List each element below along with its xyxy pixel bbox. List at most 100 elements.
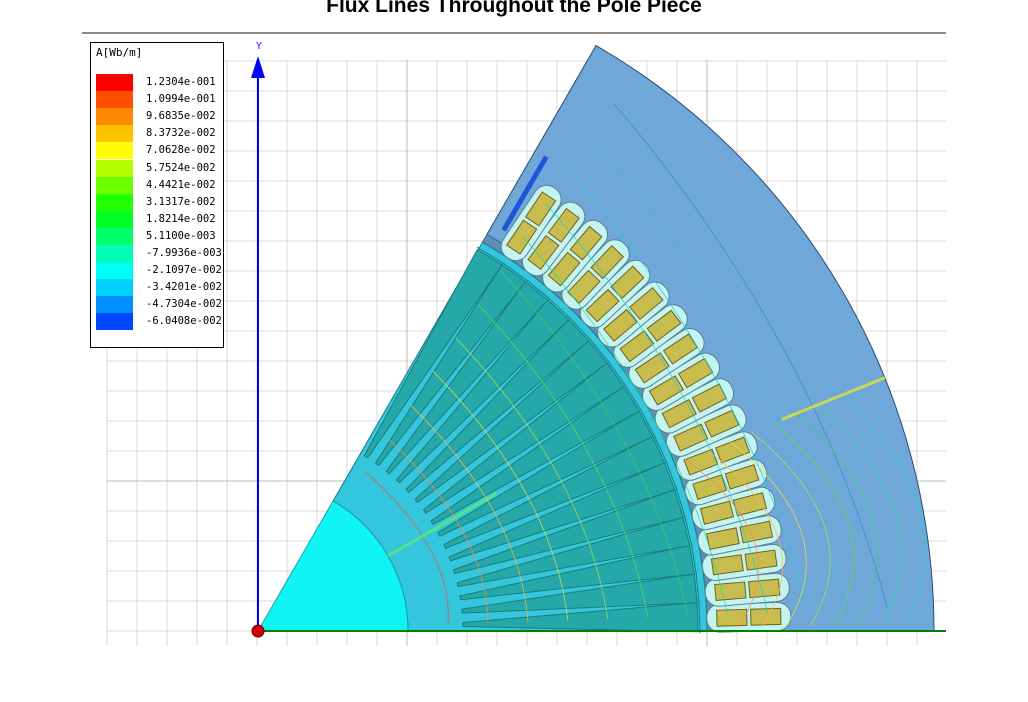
flux-line — [387, 438, 489, 623]
flux-line — [773, 422, 855, 627]
flux-line — [477, 304, 649, 618]
flux-line — [613, 103, 889, 610]
legend-swatch — [96, 125, 133, 143]
flux-line — [568, 170, 809, 612]
coil-conductor — [646, 309, 682, 342]
legend-swatch — [96, 108, 133, 126]
stator-slot — [613, 304, 688, 368]
rotor-slot-edge — [501, 261, 529, 282]
rotor-slot-edge — [698, 600, 701, 634]
coil-conductor — [716, 608, 748, 627]
legend-value-label: -4.7304e-002 — [146, 298, 222, 311]
rotor-slots — [363, 246, 701, 634]
rotor-slot-edge — [476, 246, 505, 265]
title-divider — [82, 32, 946, 34]
legend-value-label: -7.9936e-003 — [146, 247, 222, 259]
y-axis-label: Y — [256, 41, 263, 52]
legend-value-label: 8.3732e-002 — [146, 127, 216, 140]
legend-entry: 9.6835e-002 — [96, 108, 222, 126]
coil-conductor — [673, 423, 709, 452]
flux-line — [751, 431, 831, 627]
field-line-marker — [387, 492, 497, 558]
coil-conductor — [527, 235, 560, 270]
y-axis-arrow-icon — [251, 56, 265, 78]
rotor-slot-edge — [639, 408, 656, 438]
rotor-slot-edge — [588, 337, 610, 364]
stator-slot — [704, 572, 790, 607]
rotor-slot-edge — [607, 360, 627, 388]
flux-line — [432, 371, 569, 621]
flux-line — [523, 237, 729, 615]
rotor-slot-edge — [547, 296, 572, 320]
legend-value-label: -3.4201e-002 — [146, 281, 222, 294]
legend-value-label: -6.0408e-002 — [146, 315, 222, 328]
stator-slot — [706, 601, 792, 633]
legend-title: A[Wb/m] — [96, 46, 143, 59]
legend-swatch — [96, 279, 133, 297]
rotor-slot-edge — [653, 433, 668, 464]
flux-line — [684, 458, 760, 628]
coil-conductor — [547, 251, 581, 287]
legend-swatch — [96, 159, 133, 177]
coil-conductor — [744, 549, 778, 571]
legend-value-label: -2.1097e-002 — [146, 264, 222, 277]
stator-slot — [701, 543, 787, 582]
coil-conductor — [648, 375, 685, 406]
legend-panel[interactable]: A[Wb/m] 1.2304e-001 1.0994e-001 9.6835e-00… — [90, 42, 224, 348]
legend-entry: 5.7524e-002 — [96, 159, 222, 177]
coil-conductor — [699, 500, 735, 525]
legend-value-label: 1.8214e-002 — [146, 212, 216, 225]
coordinate-axes — [251, 56, 946, 638]
legend-entry: 8.3732e-002 — [96, 125, 222, 143]
stator-slots — [500, 184, 792, 633]
flux-line — [706, 449, 783, 627]
legend-value-label: 4.4421e-002 — [146, 178, 216, 191]
legend-entry: 7.0628e-002 — [96, 142, 222, 160]
stator-slot — [654, 378, 735, 434]
flux-line — [817, 404, 902, 626]
rotor-slot-edge — [624, 383, 643, 412]
rotor-slot-edge — [684, 515, 693, 547]
legend-swatch — [96, 74, 133, 91]
coil-conductor — [585, 288, 620, 323]
coil-conductor — [750, 607, 782, 626]
legend-value-label: 3.1317e-002 — [146, 195, 216, 208]
stator-slot — [691, 486, 776, 531]
coil-conductor — [547, 207, 580, 243]
legend-entry: -4.7304e-002 — [96, 296, 222, 314]
legend-swatch — [96, 262, 133, 280]
legend-value-label: 7.0628e-002 — [146, 144, 216, 157]
origin-marker-icon — [251, 624, 265, 638]
flux-line — [455, 337, 609, 619]
flux-line — [840, 395, 926, 626]
legend-entry: -2.1097e-002 — [96, 262, 222, 280]
legend-entry: -6.0408e-002 — [96, 313, 222, 331]
flux-line — [590, 136, 849, 611]
rotor-slot-edge — [525, 278, 551, 300]
flux-lines — [365, 103, 926, 628]
coil-conductor — [629, 287, 664, 320]
legend-entry: 1.0994e-001 — [96, 91, 222, 109]
coil-conductor — [748, 578, 781, 599]
rotor-slot — [363, 248, 503, 459]
field-markers — [387, 155, 886, 558]
coil-conductor — [683, 448, 719, 476]
coil-conductor — [524, 191, 557, 227]
stator-slot — [642, 352, 721, 411]
coil-conductor — [569, 225, 603, 261]
flux-line — [500, 270, 689, 617]
rotor-slot-edge — [568, 316, 592, 342]
legend-entry: -7.9936e-003 — [96, 245, 222, 262]
coil-conductor — [662, 333, 699, 365]
coil-conductor — [724, 464, 760, 490]
legend-swatch — [96, 313, 133, 331]
coil-conductor — [603, 308, 638, 342]
coil-conductor — [610, 265, 645, 300]
coil-conductor — [704, 409, 740, 438]
coil-conductor — [714, 581, 747, 602]
flux-line — [795, 413, 879, 626]
coil-conductor — [634, 352, 670, 384]
legend-swatch — [96, 91, 133, 109]
legend-value-label: 9.6835e-002 — [146, 110, 216, 123]
